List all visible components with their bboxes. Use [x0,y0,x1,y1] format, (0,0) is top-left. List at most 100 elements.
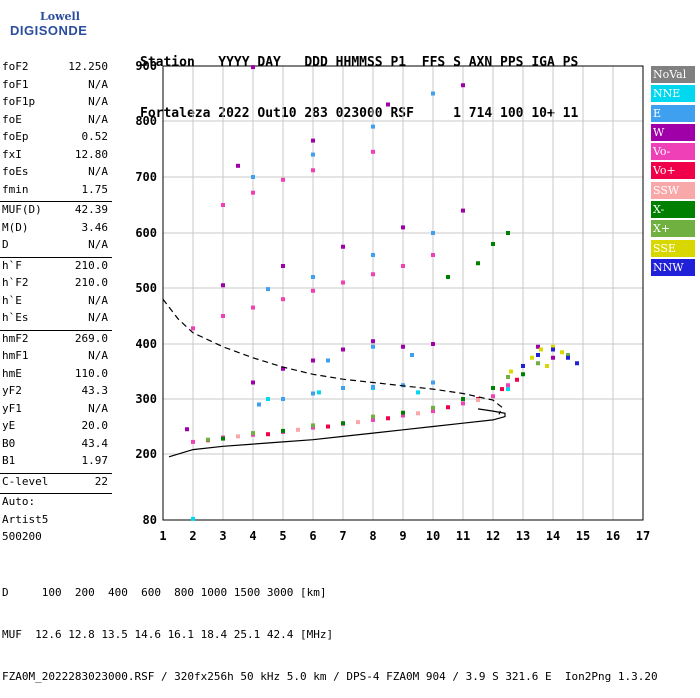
series-ssw [236,398,480,439]
legend-item-w: W [651,123,695,141]
param-row: yF2 43.3 [0,384,112,402]
data-point [191,326,195,331]
param-value: 210.0 [74,276,108,289]
param-name: h`F2 [2,276,29,289]
data-point [386,102,390,107]
param-row: foF1 N/A [0,78,112,96]
data-point [536,353,540,357]
data-point [341,280,345,285]
data-point [281,428,285,433]
data-point [431,342,435,346]
data-point [185,427,189,432]
data-point [476,398,480,403]
data-point [371,149,375,154]
data-point [401,344,405,349]
param-value: 12.250 [68,60,108,73]
param-row: B0 43.4 [0,437,112,455]
data-point [251,380,255,385]
data-point [371,417,375,422]
data-point [371,253,375,257]
legend-item-noval: NoVal [651,66,695,83]
data-point [530,355,534,360]
param-row: D N/A [0,238,112,256]
param-value: 12.80 [74,147,108,161]
x-tick-label: 7 [339,529,346,543]
data-point [515,377,519,382]
data-point [401,264,405,268]
legend-item-sse: SSE [651,239,695,257]
series-sse [509,344,564,374]
data-point [431,380,435,385]
param-name: fmin [2,182,29,196]
data-point [311,168,315,173]
param-row: h`F 210.0 [0,259,112,277]
data-point [236,163,240,168]
param-separator [0,329,112,331]
data-point [371,384,375,389]
data-point [536,361,540,366]
param-row: yE 20.0 [0,419,112,437]
param-row: h`E N/A [0,294,112,312]
data-point [281,366,285,371]
param-row: M(D) 3.46 [0,221,112,239]
data-point [566,355,570,360]
param-value: N/A [88,165,108,178]
x-tick-label: 5 [279,529,286,543]
legend-item-nnw: NNW [651,258,695,276]
data-point [491,394,495,399]
x-tick-label: 14 [546,529,560,543]
data-point [221,283,225,288]
param-name: C-level [2,474,49,488]
data-point [371,339,375,344]
x-tick-label: 9 [399,529,406,543]
data-point [251,431,255,436]
data-point [521,364,525,368]
y-tick-label: 300 [135,392,157,406]
data-point [251,65,255,70]
data-point [416,411,420,416]
data-point [311,358,315,363]
param-row: h`F2 210.0 [0,276,112,294]
data-point [521,372,525,377]
param-name: B1 [2,454,16,467]
data-point [506,231,510,235]
param-name: hmF1 [2,349,29,362]
plot-frame [162,65,644,521]
data-point [431,91,435,96]
param-value: 110.0 [74,366,108,380]
data-point [416,390,420,395]
y-tick-label: 400 [135,337,157,351]
data-point [446,405,450,410]
param-value: 0.52 [81,130,109,143]
param-value: 43.4 [81,436,109,450]
data-point [317,390,321,395]
data-point [446,275,450,279]
data-point [371,414,375,419]
data-point [410,353,414,357]
param-value: 269.0 [74,331,108,345]
param-separator [0,493,112,494]
series-x- [221,231,525,441]
param-name: foEs [2,165,29,178]
ionogram-chart: 1 2 3 4 5 6 7 8 9 10 11 12 13 14 15 16 17802003004005006… [135,59,650,543]
data-point [566,353,570,357]
y-tick-label: 600 [135,226,157,240]
param-value: N/A [88,77,108,91]
data-point [311,288,315,293]
data-point [431,405,435,410]
data-point [296,427,300,432]
legend-item-vo-: Vo+ [651,162,695,180]
param-name: hmE [2,366,22,380]
param-name: h`E [2,293,22,307]
x-tick-label: 17 [636,529,650,543]
param-value: N/A [88,311,108,324]
param-value: 1.97 [81,454,109,467]
param-name: M(D) [2,220,29,234]
footer-distance-row: D 100 200 400 600 800 1000 1500 3000 [km… [2,586,327,599]
data-point [401,410,405,415]
x-tick-label: 11 [456,529,470,543]
series-nnw [521,347,579,368]
data-point [206,437,210,442]
x-tick-label: 3 [219,529,226,543]
x-tick-label: 15 [576,529,590,543]
